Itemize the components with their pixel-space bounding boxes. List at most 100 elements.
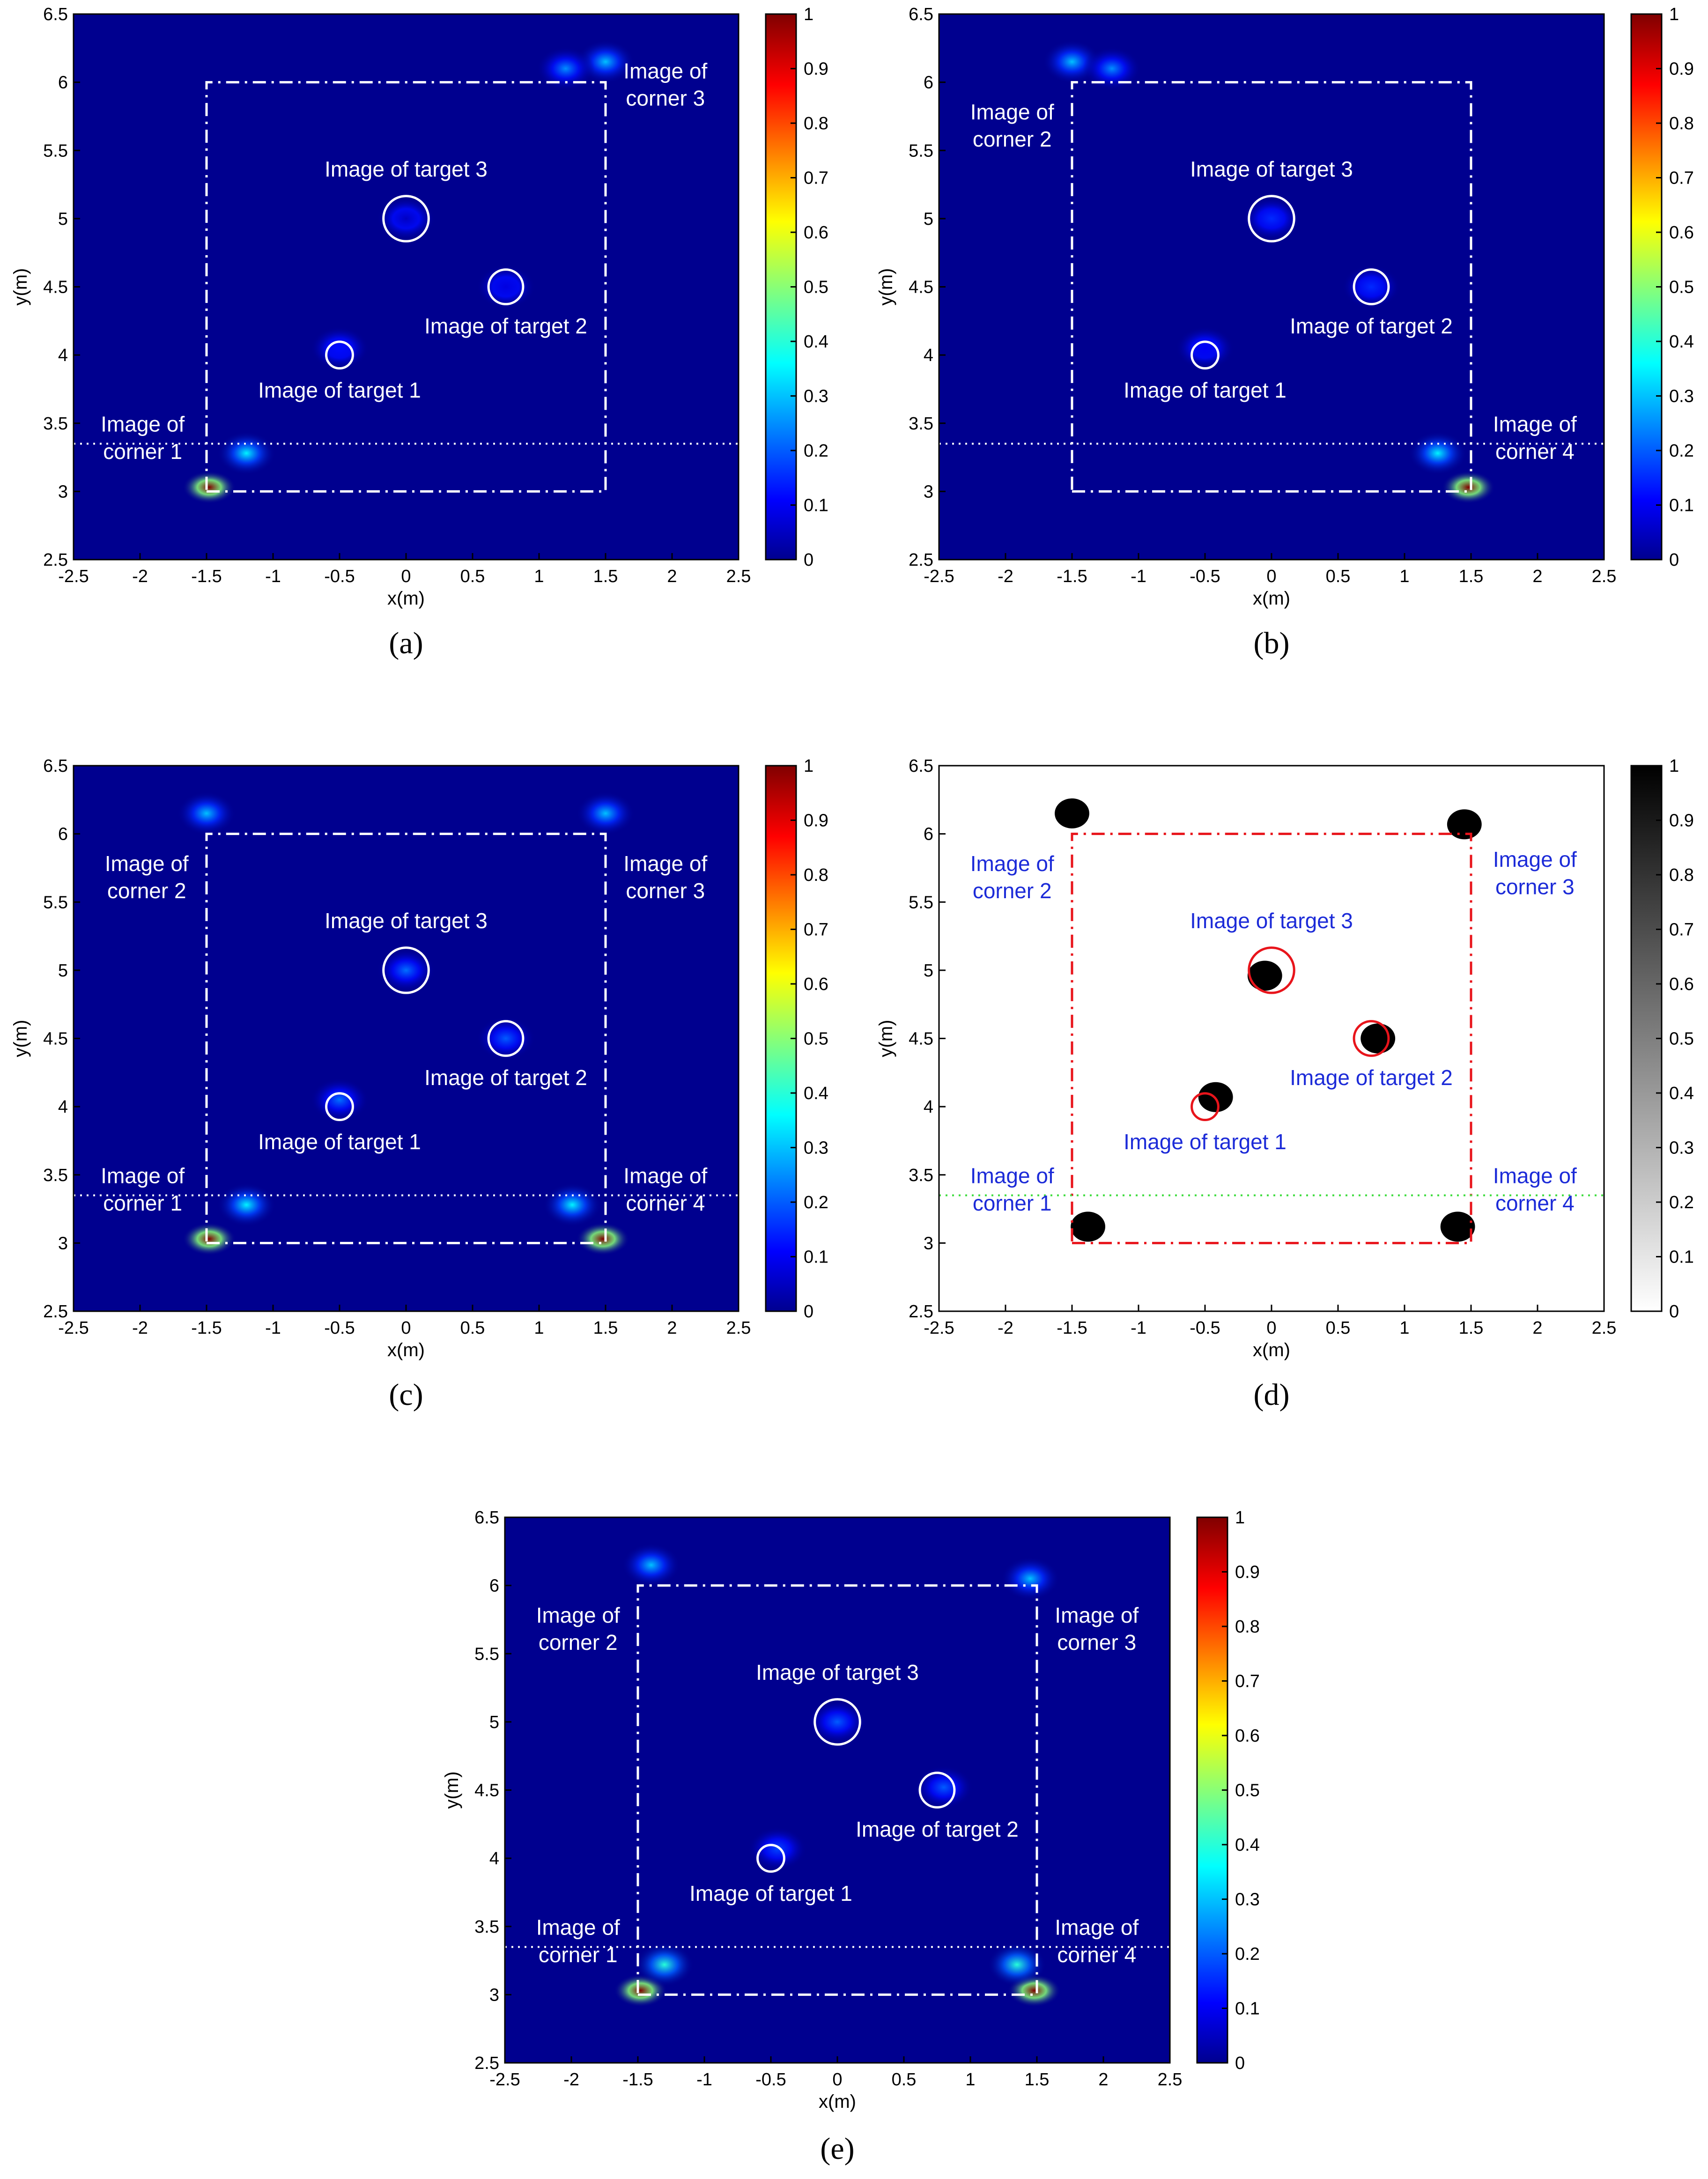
colorbar-tick-label: 0.1 bbox=[1669, 1248, 1694, 1267]
colorbar-tick-label: 0.1 bbox=[804, 1248, 828, 1267]
annotation-label: Image of bbox=[1055, 1915, 1139, 1940]
y-tick-label: 4 bbox=[58, 346, 68, 365]
colorbar-tick-label: 0.7 bbox=[804, 169, 828, 188]
annotation-label: corner 1 bbox=[539, 1943, 618, 1967]
colorbar-tick-label: 0.4 bbox=[1669, 1084, 1694, 1103]
colorbar-tick-label: 0.2 bbox=[1669, 441, 1694, 461]
x-tick-label: -0.5 bbox=[755, 2070, 786, 2090]
annotation-label: Image of bbox=[970, 1164, 1054, 1188]
x-axis-label: x(m) bbox=[387, 588, 425, 609]
y-tick-label: 4.5 bbox=[909, 278, 933, 297]
y-tick-label: 5 bbox=[924, 961, 933, 981]
colorbar-tick-label: 0.6 bbox=[1669, 975, 1694, 994]
annotation-label: corner 3 bbox=[626, 86, 705, 111]
annotation-label: Image of bbox=[101, 1164, 185, 1188]
y-tick-label: 6 bbox=[58, 825, 68, 844]
y-tick-label: 4 bbox=[58, 1097, 68, 1117]
colorbar-tick-label: 0.4 bbox=[804, 332, 828, 352]
colorbar-tick-label: 0.3 bbox=[804, 387, 828, 406]
annotation-label: Image of target 2 bbox=[856, 1817, 1019, 1841]
x-tick-label: -1 bbox=[696, 2070, 712, 2090]
annotation-label: Image of target 2 bbox=[424, 1065, 587, 1090]
colorbar-tick-label: 0 bbox=[1669, 1302, 1679, 1322]
annotation-label: Image of bbox=[1055, 1603, 1139, 1627]
target-circle-2 bbox=[1353, 268, 1390, 305]
annotation-label: corner 1 bbox=[973, 1191, 1052, 1215]
colorbar-tick-label: 0.6 bbox=[1235, 1726, 1260, 1746]
y-axis-label: y(m) bbox=[876, 1020, 896, 1057]
x-tick-label: 2 bbox=[1532, 1318, 1542, 1338]
annotation-label: corner 4 bbox=[1057, 1943, 1136, 1967]
intensity-blob bbox=[576, 1222, 630, 1256]
binary-blob bbox=[1440, 1211, 1475, 1242]
annotation-label: corner 4 bbox=[1495, 1191, 1575, 1215]
x-tick-label: 1 bbox=[534, 567, 544, 586]
colorbar-tick-label: 1 bbox=[804, 756, 813, 776]
panel-label: (a) bbox=[389, 626, 423, 660]
intensity-blob bbox=[748, 1827, 807, 1871]
y-tick-label: 2.5 bbox=[474, 2053, 499, 2073]
colorbar-tick-label: 0 bbox=[804, 1302, 813, 1322]
intensity-blob bbox=[635, 1943, 694, 1987]
x-tick-label: 2.5 bbox=[1592, 567, 1617, 586]
x-tick-label: -2 bbox=[998, 1318, 1013, 1338]
target-circle-3 bbox=[1248, 195, 1295, 243]
x-tick-label: 0 bbox=[401, 1318, 411, 1338]
annotation-label: corner 2 bbox=[973, 879, 1052, 903]
y-tick-label: 3 bbox=[924, 482, 933, 502]
intensity-blob bbox=[1001, 1557, 1060, 1601]
annotation-label: Image of bbox=[970, 851, 1054, 876]
annotation-label: Image of target 3 bbox=[325, 157, 488, 181]
x-axis-label: x(m) bbox=[819, 2091, 856, 2112]
annotation-label: Image of bbox=[536, 1915, 620, 1940]
annotation-label: Image of bbox=[970, 100, 1054, 124]
room-outline bbox=[1071, 833, 1472, 1244]
y-tick-label: 6.5 bbox=[43, 756, 68, 776]
y-tick-label: 3.5 bbox=[909, 1166, 933, 1185]
panel-label: (d) bbox=[1254, 1378, 1290, 1412]
room-outline bbox=[205, 833, 607, 1244]
target-circle-3 bbox=[382, 195, 430, 243]
colorbar-tick-label: 0.9 bbox=[1235, 1563, 1260, 1582]
colorbar-tick-label: 0.2 bbox=[804, 1193, 828, 1212]
y-tick-label: 3 bbox=[58, 1234, 68, 1253]
x-tick-label: -1.5 bbox=[1057, 567, 1087, 586]
annotation-label: Image of bbox=[101, 412, 185, 436]
x-tick-label: -1 bbox=[1131, 1318, 1146, 1338]
target-circle-1 bbox=[1190, 340, 1220, 370]
y-tick-label: 5 bbox=[58, 209, 68, 229]
x-tick-label: 2 bbox=[1532, 567, 1542, 586]
x-tick-label: -0.5 bbox=[1190, 1318, 1220, 1338]
annotation-label: corner 3 bbox=[1495, 874, 1575, 899]
x-tick-label: -2.5 bbox=[924, 567, 954, 586]
intensity-blob bbox=[377, 197, 436, 241]
y-tick-label: 4 bbox=[489, 1849, 499, 1869]
x-tick-label: 1.5 bbox=[593, 567, 618, 586]
y-tick-label: 3.5 bbox=[43, 1166, 68, 1185]
x-tick-label: -1 bbox=[1131, 567, 1146, 586]
y-tick-label: 5.5 bbox=[43, 141, 68, 161]
x-tick-label: 0.5 bbox=[1326, 567, 1351, 586]
x-tick-label: -2 bbox=[132, 567, 148, 586]
y-tick-label: 6 bbox=[58, 73, 68, 93]
colorbar-tick-label: 0.4 bbox=[804, 1084, 828, 1103]
x-tick-label: -0.5 bbox=[324, 567, 355, 586]
x-tick-label: 0 bbox=[1266, 567, 1276, 586]
colorbar-tick-label: 0.5 bbox=[804, 1029, 828, 1049]
intensity-blob bbox=[1408, 431, 1467, 475]
panel-label: (c) bbox=[389, 1378, 423, 1412]
intensity-blob bbox=[987, 1943, 1046, 1987]
intensity-blob bbox=[177, 791, 236, 835]
colorbar-tick-label: 0.9 bbox=[1669, 811, 1694, 831]
colorbar-tick-label: 0.3 bbox=[1669, 1138, 1694, 1158]
x-tick-label: 1.5 bbox=[1459, 1318, 1484, 1338]
x-tick-label: 2.5 bbox=[726, 567, 751, 586]
x-tick-label: 2 bbox=[1098, 2070, 1108, 2090]
y-tick-label: 5.5 bbox=[909, 141, 933, 161]
intensity-blob bbox=[1442, 471, 1495, 504]
plot-background bbox=[74, 14, 739, 560]
annotation-label: Image of target 1 bbox=[258, 378, 421, 402]
plot-background bbox=[505, 1517, 1170, 2063]
target-circle-1 bbox=[325, 1092, 354, 1122]
intensity-blob bbox=[310, 326, 369, 370]
